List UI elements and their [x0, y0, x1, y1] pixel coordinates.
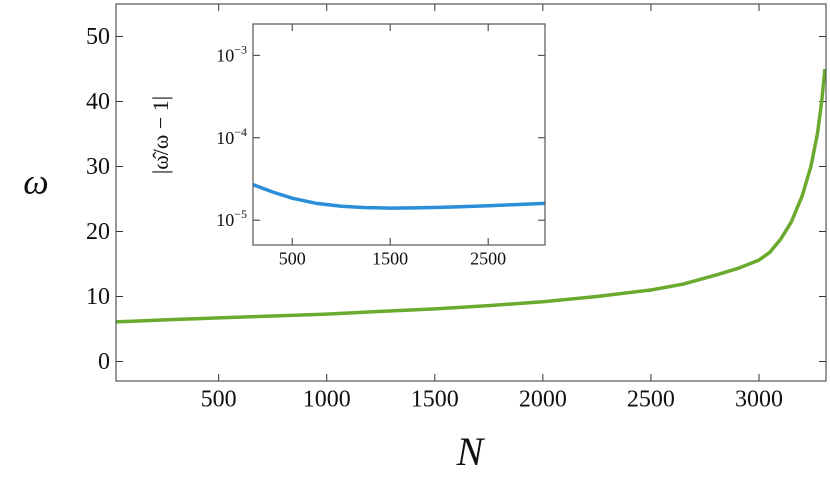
y-axis-label: |ω̂/ω − 1|: [148, 96, 173, 174]
x-tick-label: 3000: [735, 387, 783, 413]
x-tick-label: 2000: [519, 387, 567, 413]
line: [253, 182, 545, 210]
x-tick-label: 2500: [627, 387, 675, 413]
y-tick-label: 20: [86, 219, 110, 245]
x-tick-label: 1000: [303, 387, 351, 413]
plot-frame: [115, 3, 827, 382]
y-tick-label: 40: [86, 89, 110, 115]
x-tick-label: 500: [279, 249, 306, 269]
y-axis-label: ω: [23, 161, 48, 201]
x-tick-label: 500: [201, 387, 237, 413]
line: [116, 68, 826, 324]
y-tick-label: 30: [86, 154, 110, 180]
x-axis-label: N: [456, 429, 486, 474]
x-tick-label: 1500: [411, 387, 459, 413]
y-tick-label: 10−3: [216, 42, 247, 65]
x-tick-label: 1500: [372, 249, 408, 269]
y-tick-label: 10−4: [216, 125, 247, 148]
y-tick-label: 0: [98, 349, 110, 375]
x-tick-label: 2500: [470, 249, 506, 269]
y-tick-label: 10: [86, 284, 110, 310]
inset-background: [253, 24, 545, 245]
plot-frame: [252, 23, 546, 246]
y-tick-label: 50: [86, 24, 110, 50]
y-tick-label: 10−5: [216, 207, 247, 230]
